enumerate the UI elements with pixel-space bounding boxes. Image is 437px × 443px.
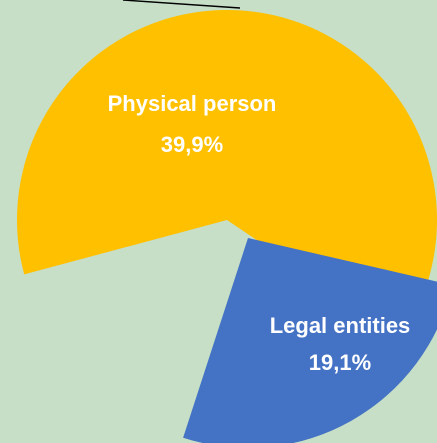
pie-slice-legal-entities: [183, 238, 437, 443]
leader-line: [122, 0, 241, 9]
slice-value-physical-person: 39,9%: [161, 132, 223, 157]
slice-value-legal-entities: 19,1%: [309, 350, 371, 375]
slice-label-physical-person: Physical person: [108, 91, 277, 116]
pie-slice-physical-person: [17, 9, 437, 338]
slice-label-legal-entities: Legal entities: [270, 313, 411, 338]
